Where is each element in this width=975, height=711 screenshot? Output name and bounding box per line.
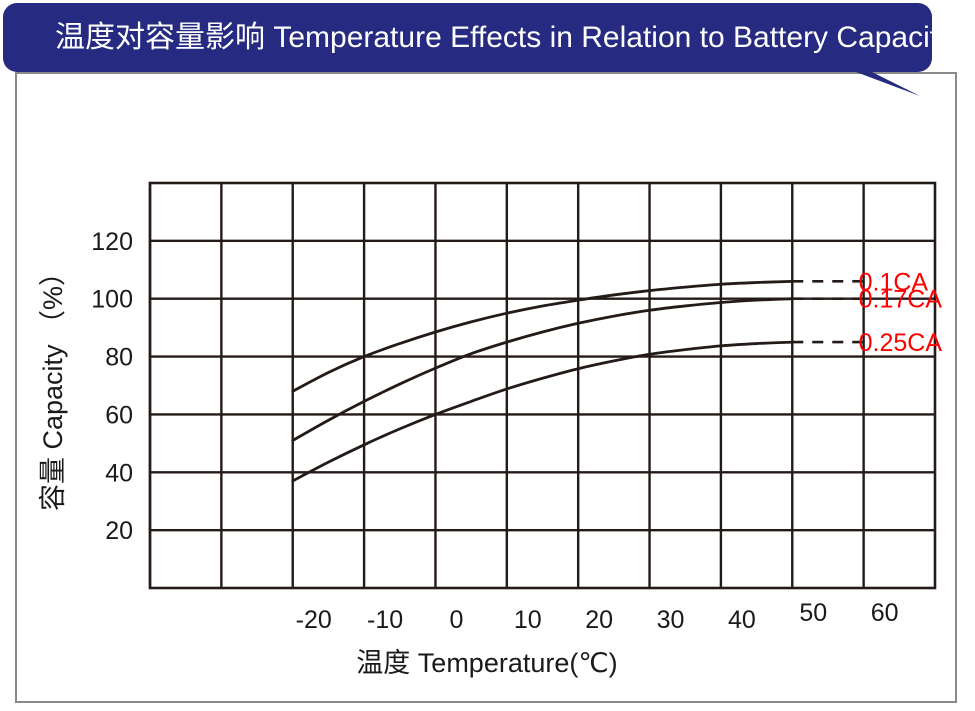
- y-tick-label: 40: [105, 459, 133, 487]
- x-tick-label: 60: [871, 599, 899, 627]
- x-axis-tick-labels: -20 -10 0 10 20 30 40 50 60: [296, 599, 899, 634]
- x-tick-label: -20: [296, 606, 332, 634]
- x-axis-title: 温度 Temperature(℃): [356, 648, 617, 678]
- chart-gridlines: [148, 181, 937, 590]
- y-axis-title: 容量 Capacity （%）: [38, 259, 68, 511]
- x-tick-label: -10: [367, 606, 403, 634]
- x-tick-label: 10: [514, 606, 542, 634]
- x-tick-label: 30: [657, 606, 685, 634]
- series-label-0_1CA: 0.1CA: [859, 268, 929, 296]
- y-tick-label: 80: [105, 344, 133, 372]
- y-axis-tick-labels: 20 40 60 80 100 120: [91, 228, 133, 545]
- x-tick-label: 20: [585, 606, 613, 634]
- plot-frame: [148, 181, 937, 590]
- series-label-0_17CA: 0.17CA: [859, 286, 943, 314]
- y-tick-label: 60: [105, 401, 133, 429]
- chart-series-lines: [291, 279, 794, 483]
- series-label-0_25CA: 0.25CA: [859, 329, 943, 357]
- y-tick-label: 120: [91, 228, 133, 256]
- series-line-0_25CA: [291, 340, 794, 483]
- chart-outer-frame: [15, 72, 957, 703]
- y-tick-label: 100: [91, 286, 133, 314]
- series-line-0_1CA: [291, 279, 794, 393]
- x-tick-label: 50: [799, 599, 827, 627]
- x-tick-label: 0: [450, 606, 464, 634]
- chart-leader-lines: [792, 280, 867, 344]
- y-tick-label: 20: [105, 517, 133, 545]
- series-line-0_17CA: [291, 297, 794, 442]
- x-tick-label: 40: [728, 606, 756, 634]
